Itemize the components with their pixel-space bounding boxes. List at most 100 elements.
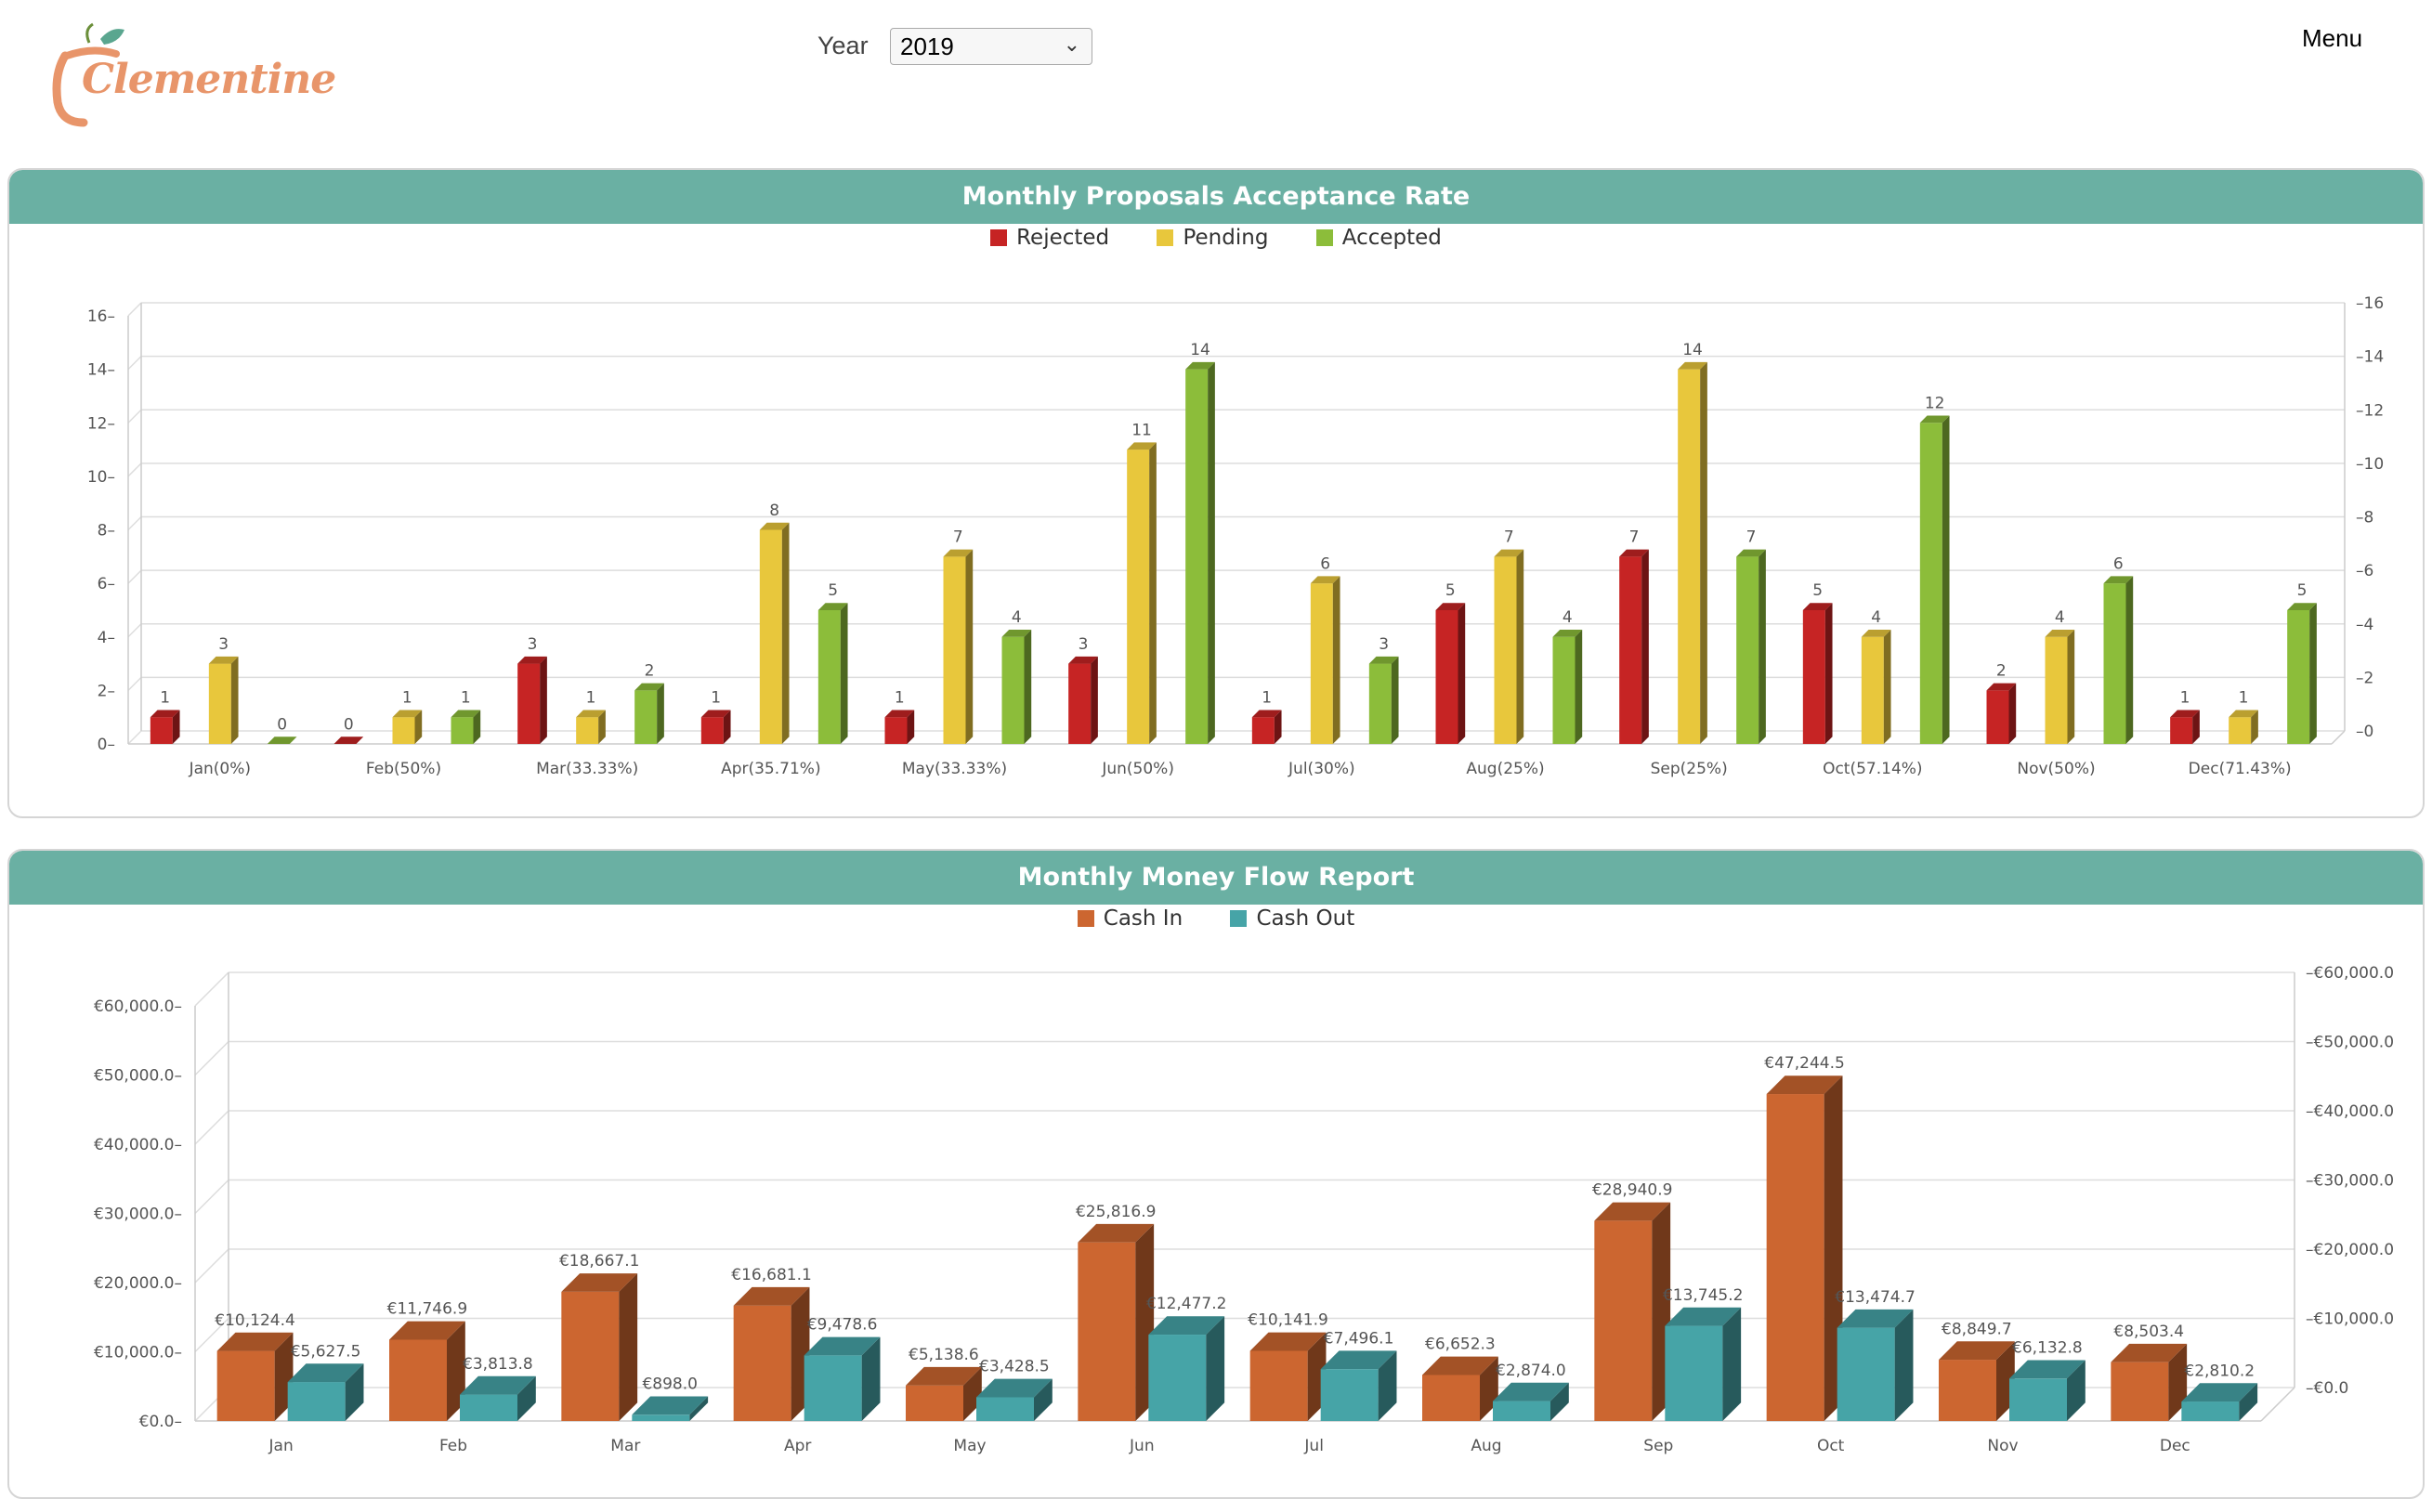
bar-side [689,1396,709,1421]
data-label: €3,813.8 [463,1355,533,1374]
proposals-panel-title: Monthly Proposals Acceptance Rate [9,170,2423,224]
bar-top [2287,603,2317,610]
data-label: 12 [1925,395,1945,413]
bar-side [1824,603,1833,744]
bar-cash-in [561,1291,620,1421]
legend-item-cash-in[interactable]: Cash In [1077,906,1183,931]
bar-top [2111,1343,2188,1362]
legend-label-cash-out: Cash Out [1256,906,1355,931]
bar-accepted [2103,583,2126,744]
bar-top [634,683,664,691]
data-label: €3,428.5 [979,1358,1050,1376]
y-tick-label-right: –€20,000.0 [2306,1241,2394,1259]
gridline-side [127,356,142,371]
bar-side [1391,656,1399,744]
legend-item-accepted[interactable]: Accepted [1315,226,1442,250]
bar-top [216,1332,294,1351]
bar-top [517,656,547,664]
gridline-side [194,971,229,1007]
y-tick-label-right: –6 [2356,562,2373,580]
bar-top [287,1363,364,1383]
bar-top [1919,415,1950,424]
year-select[interactable]: 2019 ⌄ [890,28,1092,65]
menu-button[interactable]: Menu [2302,24,2363,52]
bar-rejected [1251,717,1275,744]
bar-cash-in [1078,1242,1136,1421]
bar-rejected [1435,609,1458,744]
bar-side [540,656,547,744]
data-label: €13,745.2 [1663,1286,1744,1305]
y-tick-label: €40,000.0– [94,1136,182,1154]
data-label: 4 [1012,608,1022,627]
x-tick-label: Jun [1129,1437,1155,1455]
data-label: 0 [344,715,354,734]
bar-rejected [700,717,724,744]
bar-cash-in [1939,1360,1996,1421]
gridline-side [127,409,142,424]
y-tick-label-right: –€30,000.0 [2306,1172,2394,1191]
bar-side [517,1375,536,1421]
data-label: 1 [160,688,170,707]
bar-side [1942,415,1950,744]
bar-cash-out [2181,1401,2240,1421]
bar-rejected [1068,663,1092,744]
y-tick-label-right: –€50,000.0 [2306,1034,2394,1052]
bar-side [1208,361,1215,744]
top-bar: Clementine Year 2019 ⌄ Menu [0,0,2432,158]
data-label: 1 [1262,688,1272,707]
bar-top [561,1273,638,1292]
bar-side [2192,710,2200,744]
bar-side [619,1273,638,1421]
bar-cash-in [1422,1375,1480,1421]
bar-side [473,710,481,744]
bar-cash-out [1493,1401,1550,1421]
bar-cash-out [1148,1335,1207,1421]
data-label: €8,503.4 [2113,1323,2184,1341]
x-tick-label: Jul [1303,1437,1324,1455]
y-tick-label: 12– [87,414,115,433]
legend-item-pending[interactable]: Pending [1157,226,1268,250]
x-tick-label: May [953,1437,986,1455]
x-tick-label: Jul(30%) [1288,760,1355,778]
gridline-side [194,1179,229,1215]
bar-top [389,1321,465,1340]
data-label: €28,940.9 [1592,1181,1673,1200]
bar-top [451,710,481,718]
bar-top [1001,630,1032,637]
data-label: 5 [1812,581,1823,600]
data-label: €7,496.1 [1324,1329,1394,1348]
bar-rejected [1619,556,1642,744]
bar-cash-in [733,1305,791,1421]
legend-item-rejected[interactable]: Rejected [990,226,1109,250]
bar-side [1516,549,1524,744]
bar-side [723,710,731,744]
bar-side [1274,710,1282,744]
y-tick-label: €10,000.0– [94,1344,182,1362]
bar-cash-out [2009,1378,2067,1421]
y-tick-label-right: –4 [2356,616,2373,634]
bar-pending [208,663,231,744]
bar-top [1251,710,1282,718]
bar-cash-out [460,1394,517,1421]
bar-top [2170,710,2200,718]
x-tick-label: Jan [268,1437,294,1455]
x-tick-label: Nov [1987,1437,2018,1455]
data-label: €8,849.7 [1942,1320,2012,1338]
clementine-logo[interactable]: Clementine [46,19,336,134]
gridline-side [127,515,142,531]
bar-accepted [1368,663,1392,744]
legend-item-cash-out[interactable]: Cash Out [1230,906,1354,931]
bar-side [1894,1309,1914,1421]
gridline-side [127,676,142,691]
bar-top [1368,656,1399,664]
bar-top [576,710,606,718]
bar-top [817,603,848,610]
bar-top [1552,630,1583,637]
x-tick-label: Sep(25%) [1651,760,1728,778]
bar-top [1665,1307,1742,1326]
bar-side [2008,683,2017,744]
bar-top [1861,630,1891,637]
data-label: 6 [2113,554,2124,573]
bar-side [2067,1360,2086,1421]
x-tick-label: Apr(35.71%) [721,760,821,778]
